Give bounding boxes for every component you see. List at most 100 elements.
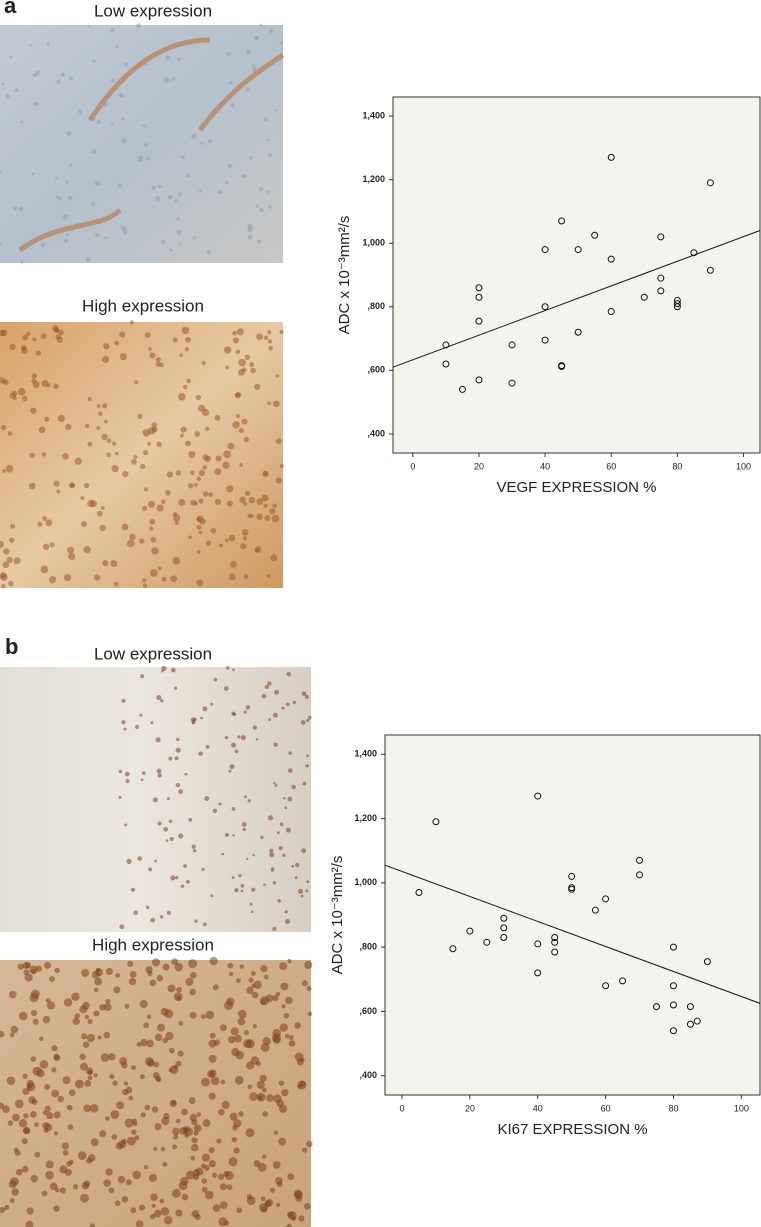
texture	[232, 331, 237, 336]
point	[673, 300, 681, 308]
texture	[201, 867, 205, 871]
texture	[243, 710, 247, 714]
y-tick-label: 1,000	[362, 238, 385, 248]
texture	[156, 974, 164, 982]
texture	[46, 42, 50, 46]
texture	[148, 346, 152, 351]
plot-area	[392, 96, 761, 454]
texture	[246, 50, 250, 55]
point	[619, 977, 627, 985]
texture	[224, 832, 229, 838]
texture	[164, 77, 170, 83]
texture	[228, 573, 236, 581]
texture	[4, 1204, 10, 1211]
texture	[124, 1118, 134, 1128]
texture	[260, 999, 266, 1005]
texture	[147, 441, 151, 446]
point	[673, 303, 681, 311]
texture	[246, 1061, 255, 1070]
texture	[103, 343, 110, 350]
texture	[281, 706, 285, 710]
texture	[96, 119, 101, 124]
texture	[275, 438, 282, 445]
texture	[117, 1175, 126, 1184]
texture	[150, 1193, 158, 1201]
texture	[146, 1039, 154, 1048]
texture	[150, 569, 158, 577]
texture	[306, 986, 312, 992]
texture	[249, 361, 255, 367]
texture	[80, 1193, 89, 1203]
texture	[276, 1181, 283, 1188]
texture	[191, 1137, 198, 1144]
texture	[226, 500, 233, 507]
texture	[22, 1073, 28, 1079]
texture	[205, 745, 210, 749]
texture	[237, 1017, 246, 1026]
x-tick-label: 60	[601, 1103, 611, 1113]
texture	[271, 1033, 281, 1043]
texture	[169, 836, 174, 842]
texture	[2, 561, 10, 569]
texture	[235, 349, 241, 354]
texture	[196, 524, 202, 530]
texture	[89, 1223, 96, 1227]
texture	[240, 889, 244, 893]
texture	[111, 122, 114, 126]
texture	[231, 1137, 237, 1143]
texture	[14, 1099, 24, 1109]
texture	[32, 1018, 39, 1025]
texture	[24, 973, 33, 982]
texture	[234, 888, 239, 893]
texture	[208, 1054, 217, 1063]
texture	[156, 441, 162, 447]
texture	[262, 1111, 268, 1117]
texture	[150, 721, 154, 725]
texture	[186, 378, 191, 384]
texture	[221, 852, 225, 856]
texture	[219, 1024, 227, 1032]
y-tick-label: ,400	[359, 1070, 377, 1080]
texture	[71, 992, 80, 1001]
texture	[209, 956, 218, 966]
texture	[245, 705, 251, 710]
texture	[137, 157, 143, 163]
texture	[94, 232, 100, 238]
texture	[152, 797, 158, 803]
y-tick-label: ,800	[359, 942, 377, 952]
texture	[68, 1089, 76, 1096]
texture	[150, 1214, 156, 1220]
texture	[287, 768, 293, 773]
texture	[208, 1069, 217, 1078]
texture	[226, 485, 234, 493]
texture	[272, 1160, 281, 1169]
texture	[263, 974, 269, 980]
texture	[203, 124, 207, 128]
point	[568, 872, 576, 880]
texture	[245, 87, 250, 92]
texture	[278, 1104, 288, 1113]
texture	[274, 689, 279, 695]
point	[640, 293, 648, 301]
texture	[173, 1134, 179, 1140]
texture	[202, 706, 208, 712]
texture	[188, 535, 192, 540]
texture	[121, 523, 129, 531]
x-tick-label: 0	[399, 1103, 404, 1113]
texture	[40, 565, 49, 574]
texture	[292, 700, 296, 705]
texture	[135, 23, 141, 29]
texture	[110, 560, 118, 568]
texture	[297, 1084, 302, 1089]
texture	[143, 1164, 149, 1170]
texture	[256, 1080, 265, 1089]
texture	[208, 1147, 215, 1154]
texture	[149, 518, 156, 525]
texture	[23, 1127, 31, 1135]
point	[602, 982, 610, 990]
texture	[113, 986, 121, 994]
texture	[5, 464, 14, 473]
texture	[67, 1124, 74, 1130]
texture	[74, 457, 82, 465]
texture	[247, 223, 253, 229]
